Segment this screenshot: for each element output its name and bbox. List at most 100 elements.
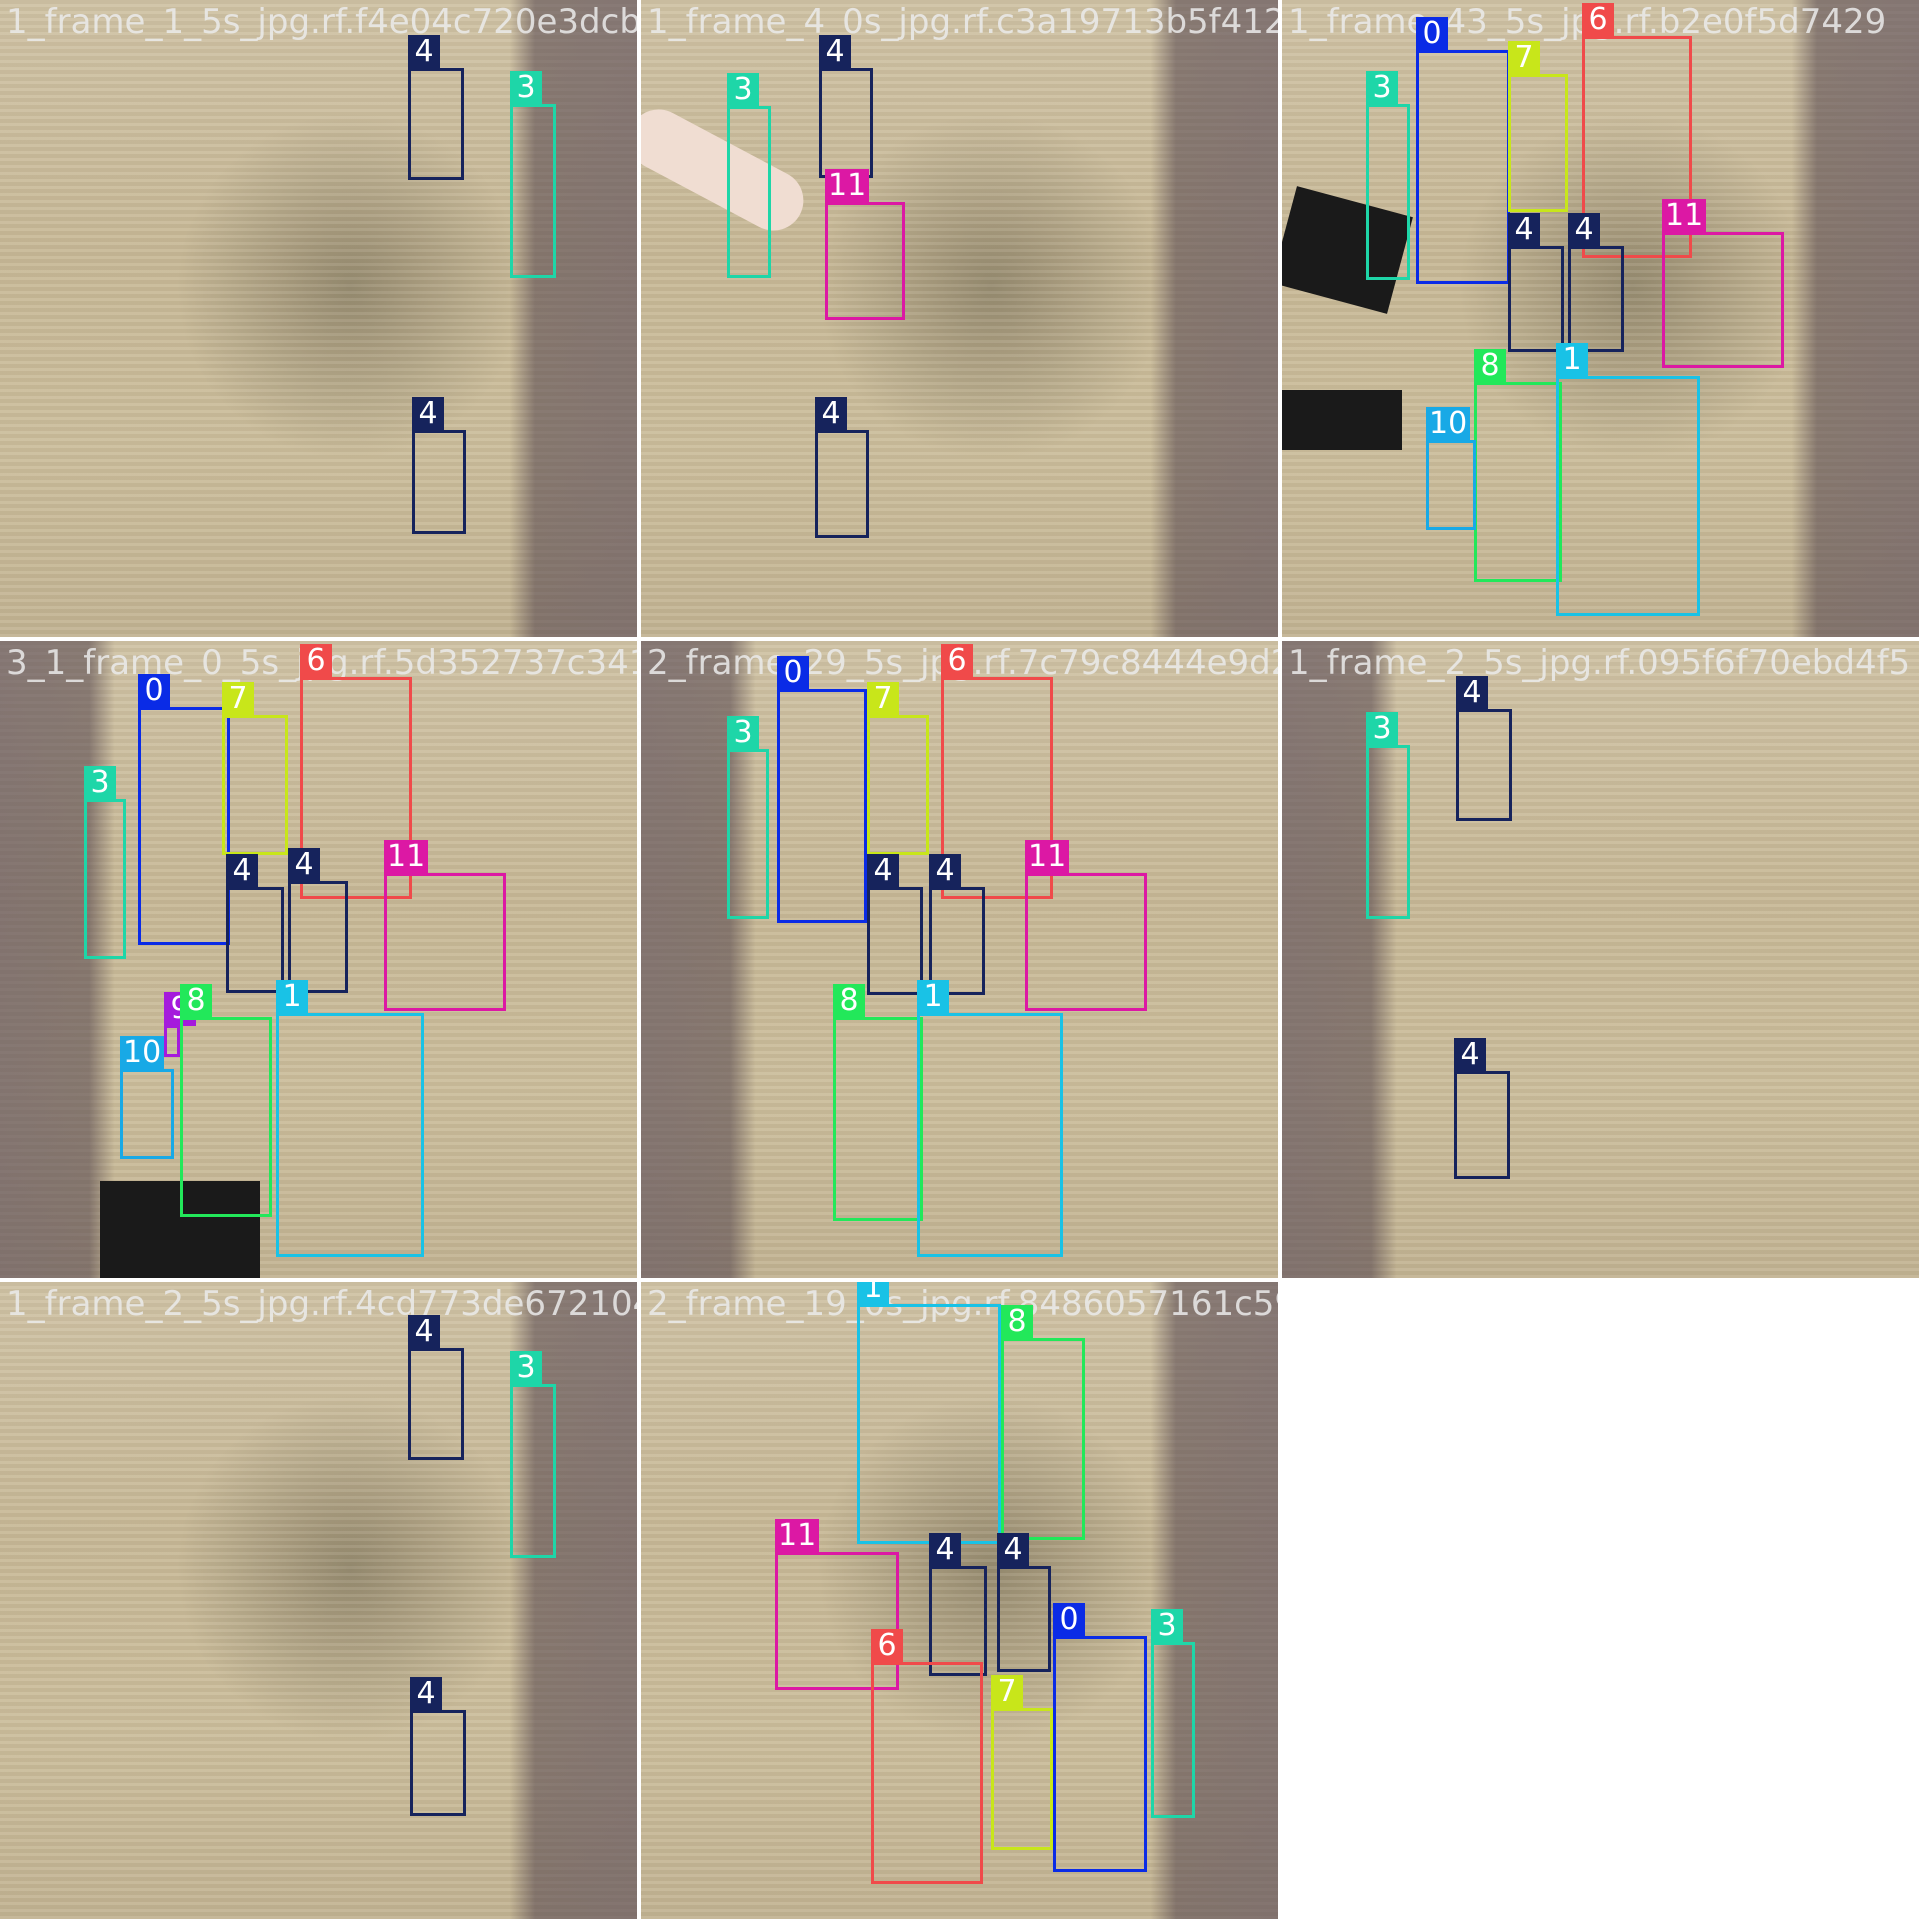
bbox: 1 (857, 1282, 1001, 1544)
bbox-label: 3 (727, 716, 759, 750)
bbox-label: 11 (384, 840, 429, 874)
image-tile-4: 3_1_frame_0_5s_jpg.rf.5d352737c3412154d … (0, 641, 637, 1278)
bbox-label: 1 (276, 980, 308, 1014)
bbox: 7 (1508, 41, 1568, 212)
bbox: 6 (300, 644, 412, 899)
bbox: 3 (727, 73, 771, 278)
bbox: 7 (991, 1675, 1053, 1850)
image-tile-2: 1_frame_4_0s_jpg.rf.c3a19713b5f412591bd … (641, 0, 1278, 637)
bbox-label: 4 (867, 854, 899, 888)
bbox-label: 4 (819, 35, 851, 69)
image-filename: 1_frame_2_5s_jpg.rf.4cd773de672104 (6, 1284, 637, 1324)
bbox-label: 4 (1456, 676, 1488, 710)
bbox: 9 (164, 992, 196, 1057)
bbox-label: 3 (1366, 712, 1398, 746)
bbox: 3 (84, 766, 126, 959)
bbox: 11 (775, 1519, 899, 1690)
bbox: 3 (1366, 71, 1410, 280)
bbox-label: 7 (1508, 41, 1540, 75)
bbox: 10 (120, 1036, 174, 1159)
bbox: 1 (276, 980, 424, 1257)
bbox-label: 3 (727, 73, 759, 107)
image-tile-1: 1_frame_1_5s_jpg.rf.f4e04c720e3dcb713114… (0, 0, 637, 637)
bbox: 6 (1582, 3, 1692, 258)
bbox: 7 (867, 682, 929, 855)
bbox-label: 4 (929, 1533, 961, 1567)
bbox-label: 1 (1556, 343, 1588, 377)
bbox-label: 6 (871, 1629, 903, 1663)
bbox-label: 6 (1582, 3, 1614, 37)
image-filename: 1_frame_4_0s_jpg.rf.c3a19713b5f412591bd (647, 2, 1278, 42)
bbox-label: 0 (1416, 17, 1448, 51)
bbox: 8 (180, 984, 272, 1217)
bbox: 3 (1366, 712, 1410, 919)
bbox-label: 0 (777, 656, 809, 690)
bbox-label: 0 (1053, 1603, 1085, 1637)
bbox: 0 (1416, 17, 1510, 284)
bbox: 4 (1568, 213, 1624, 352)
bbox: 3 (1151, 1609, 1195, 1818)
bbox: 3 (510, 1351, 556, 1558)
bbox: 4 (867, 854, 923, 995)
bbox-label: 4 (288, 848, 320, 882)
bbox: 8 (1474, 349, 1562, 582)
empty-tile (1282, 1282, 1919, 1919)
bbox: 4 (226, 854, 284, 993)
bbox: 4 (1508, 213, 1564, 352)
bbox-label: 7 (222, 682, 254, 716)
bbox-label: 6 (941, 644, 973, 678)
bbox-label: 1 (857, 1282, 889, 1305)
bbox-label: 1 (917, 980, 949, 1014)
bbox: 4 (929, 1533, 987, 1676)
bbox: 1 (1556, 343, 1700, 616)
bbox: 3 (510, 71, 556, 278)
image-tile-3: 1_frame_43_5s_jpg.rf.b2e0f5d7429 3 0 7 6… (1282, 0, 1919, 637)
bbox: 8 (1001, 1305, 1085, 1540)
bbox-label: 11 (825, 169, 870, 203)
bbox-label: 3 (84, 766, 116, 800)
bbox-label: 3 (1366, 71, 1398, 105)
bbox-label: 4 (929, 854, 961, 888)
bbox: 3 (727, 716, 769, 919)
image-filename: 1_frame_1_5s_jpg.rf.f4e04c720e3dcb713114 (6, 2, 637, 42)
bbox-label: 8 (180, 984, 212, 1018)
bbox: 11 (1662, 199, 1784, 368)
bbox: 8 (833, 984, 923, 1221)
bbox: 4 (929, 854, 985, 995)
bbox: 11 (384, 840, 506, 1011)
bbox: 0 (777, 656, 867, 923)
bbox: 1 (917, 980, 1063, 1257)
bbox-label: 3 (1151, 1609, 1183, 1643)
bbox-label: 8 (1001, 1305, 1033, 1339)
bbox-label: 8 (1474, 349, 1506, 383)
bbox: 4 (997, 1533, 1051, 1672)
bbox-label: 3 (510, 1351, 542, 1385)
bbox: 4 (815, 397, 869, 538)
bbox-label: 11 (1662, 199, 1707, 233)
bbox: 4 (819, 35, 873, 178)
bbox-label: 0 (138, 674, 170, 708)
image-tile-5: 2_frame_29_5s_jpg.rf.7c79c8444e9d2b984 0… (641, 641, 1278, 1278)
bbox-label: 7 (991, 1675, 1023, 1709)
bbox: 4 (412, 397, 466, 534)
bbox-label: 6 (300, 644, 332, 678)
bbox-label: 4 (226, 854, 258, 888)
bbox-label: 7 (867, 682, 899, 716)
bbox: 11 (1025, 840, 1147, 1011)
bbox: 4 (408, 35, 464, 180)
image-tile-8: 2_frame_19_0s_jpg.rf.8486057161c59e9be 1… (641, 1282, 1278, 1919)
image-filename: 1_frame_2_5s_jpg.rf.095f6f70ebd4f5 (1288, 643, 1911, 683)
bbox-label: 4 (412, 397, 444, 431)
bbox: 4 (408, 1315, 464, 1460)
bbox: 0 (1053, 1603, 1147, 1872)
bbox: 10 (1426, 407, 1476, 530)
bbox: 4 (410, 1677, 466, 1816)
bbox-label: 4 (408, 1315, 440, 1349)
image-tile-7: 1_frame_2_5s_jpg.rf.4cd773de672104 4 3 4 (0, 1282, 637, 1919)
bbox: 11 (825, 169, 905, 320)
bbox: 4 (1454, 1038, 1510, 1179)
arm (1282, 390, 1402, 450)
bbox: 6 (871, 1629, 983, 1884)
bbox-label: 8 (833, 984, 865, 1018)
